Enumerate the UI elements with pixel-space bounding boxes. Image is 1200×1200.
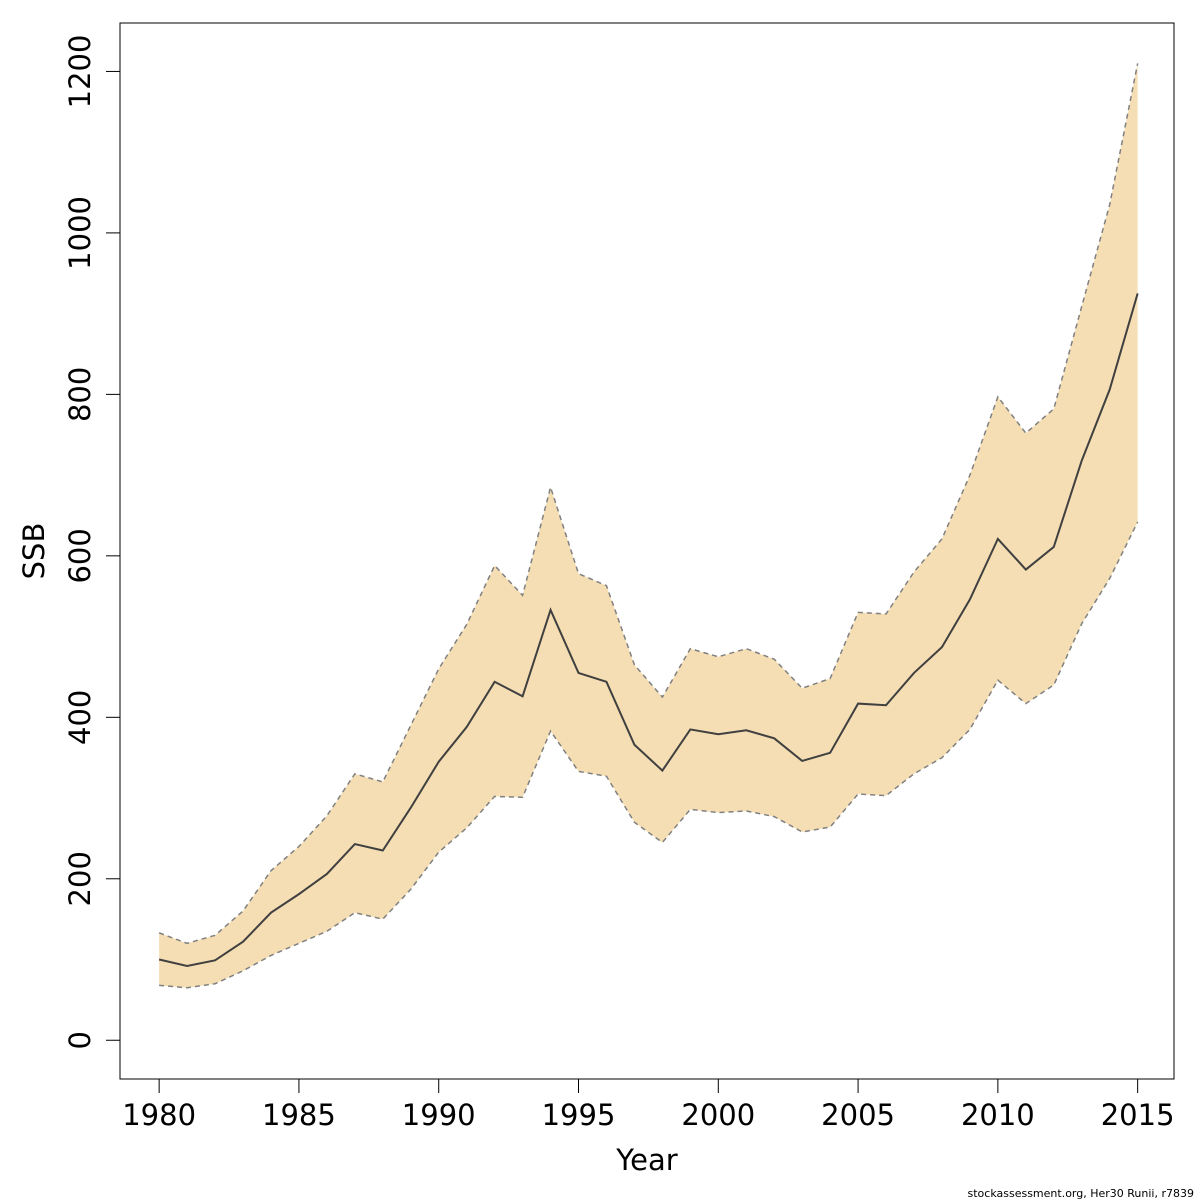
x-tick-label: 1985 [262, 1098, 336, 1132]
estimate-line-layer [158, 293, 1139, 967]
confidence-band-layer [158, 63, 1139, 989]
y-axis-title: SSB [17, 523, 51, 580]
x-axis-title: Year [615, 1143, 677, 1177]
x-tick-label: 1990 [402, 1098, 476, 1132]
x-axis: 1980 1985 1990 1995 2000 2005 2010 2015 [122, 1078, 1175, 1132]
x-tick-label: 2010 [961, 1098, 1035, 1132]
y-tick-label: 600 [63, 528, 97, 583]
x-tick-label: 1995 [542, 1098, 616, 1132]
y-tick-label: 400 [63, 690, 97, 745]
x-tick-label: 2000 [681, 1098, 755, 1132]
ssb-estimate-line [158, 293, 1139, 967]
lower-bound-line [159, 521, 1139, 989]
footnote-credit: stockassessment.org, Her30 Runii, r7839 [968, 1187, 1195, 1200]
y-tick-label: 1000 [63, 196, 97, 270]
y-axis: 0 200 400 600 800 1000 1200 [63, 35, 121, 1049]
x-tick-label: 2015 [1101, 1098, 1175, 1132]
y-tick-label: 1200 [63, 35, 97, 109]
y-tick-label: 200 [63, 851, 97, 906]
x-tick-label: 2005 [821, 1098, 895, 1132]
y-tick-label: 800 [63, 367, 97, 422]
upper-bound-line [158, 63, 1139, 945]
confidence-band [159, 63, 1138, 988]
y-tick-label: 0 [63, 1031, 97, 1049]
x-tick-label: 1980 [122, 1098, 196, 1132]
